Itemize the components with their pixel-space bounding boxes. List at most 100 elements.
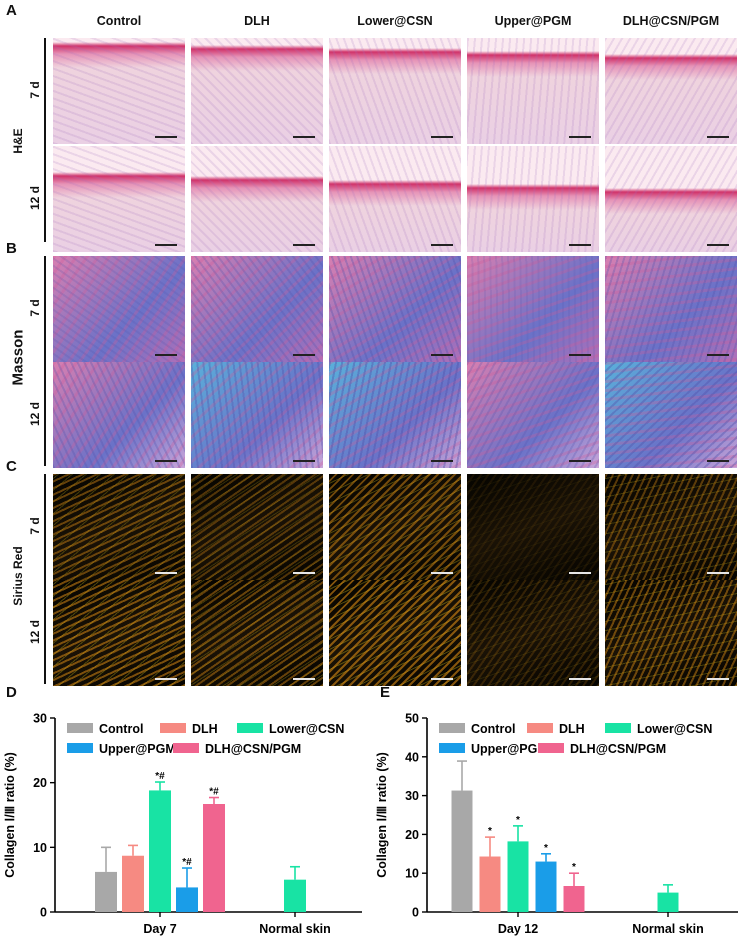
column-header-control: Control [96,14,142,28]
micrograph-sirius-12-d-dlh-csn-pgm [605,580,737,686]
legend-swatch-dlh-csn-pgm [538,743,564,753]
micrograph-sirius-12-d-upper-pgm [467,580,599,686]
significance-mark-dlh-csn-pgm: * [572,862,576,873]
micrograph-masson-7-d-dlh-csn-pgm [605,256,737,362]
micrograph-sirius-12-d-control [53,580,185,686]
scale-bar [431,678,453,680]
scale-bar [569,678,591,680]
scale-bar [155,678,177,680]
scale-bar [431,354,453,356]
legend-label-control: Control [471,722,515,736]
significance-mark-upper-pgm: *# [182,857,192,868]
stain-label-sirius-red: Sirius Red [11,546,25,606]
row-label-masson-7-d: 7 d [28,299,42,317]
row-label-masson-12-d: 12 d [28,402,42,427]
micrograph-sirius-7-d-lower-csn [329,474,461,580]
significance-mark-dlh-csn-pgm: *# [209,787,219,798]
stain-label-masson: Masson [9,329,27,386]
micrograph-masson-7-d-control [53,256,185,362]
y-tick-label: 10 [405,867,419,881]
x-tick-label-day-12: Day 12 [498,922,538,936]
bar-normal-skin-lower-csn [284,879,306,912]
row-label-sirius-12-d: 12 d [28,620,42,645]
scale-bar [569,460,591,462]
scale-bar [707,678,729,680]
legend-swatch-dlh [160,723,186,733]
legend-label-dlh: DLH [192,722,218,736]
micrograph-masson-12-d-dlh [191,362,323,468]
bar-day-7-dlh [122,855,144,912]
y-axis-label: Collagen Ⅰ/Ⅲ ratio (%) [375,752,389,878]
micrograph-sirius-7-d-dlh [191,474,323,580]
panel-divider-2 [44,256,46,466]
micrograph-sirius-12-d-dlh [191,580,323,686]
x-tick-label-normal-skin: Normal skin [259,922,331,936]
scale-bar [293,678,315,680]
scale-bar [155,354,177,356]
micrograph-masson-12-d-control [53,362,185,468]
scale-bar [707,572,729,574]
micrograph-masson-12-d-lower-csn [329,362,461,468]
micrograph-he-7-d-dlh-csn-pgm [605,38,737,144]
panel-letter-c: C [6,458,17,475]
legend-label-upper-pgm: Upper@PGM [99,742,176,756]
significance-mark-lower-csn: * [516,815,520,826]
panel-divider-3 [44,474,46,684]
row-label-sirius-7-d: 7 d [28,517,42,535]
legend-label-dlh: DLH [559,722,585,736]
scale-bar [293,354,315,356]
legend-label-dlh-csn-pgm: DLH@CSN/PGM [570,742,666,756]
legend-swatch-lower-csn [237,723,263,733]
scale-bar [431,572,453,574]
bar-day-7-control [95,871,117,912]
bar-day-12-dlh-csn-pgm [563,886,585,912]
scale-bar [569,244,591,246]
bar-day-7-upper-pgm [176,887,198,912]
micrograph-sirius-7-d-control [53,474,185,580]
scale-bar [293,244,315,246]
micrograph-sirius-12-d-lower-csn [329,580,461,686]
bar-day-12-upper-pgm [535,861,557,912]
stain-label-h-e: H&E [11,128,25,154]
column-header-dlh: DLH [244,14,270,28]
legend-label-control: Control [99,722,143,736]
bar-day-12-lower-csn [507,841,529,912]
micrograph-he-7-d-dlh [191,38,323,144]
scale-bar [431,460,453,462]
row-label-he-7-d: 7 d [28,81,42,99]
bar-day-12-dlh [479,856,501,912]
scale-bar [569,136,591,138]
legend-swatch-dlh [527,723,553,733]
micrograph-masson-12-d-dlh-csn-pgm [605,362,737,468]
column-header-upper-pgm: Upper@PGM [494,14,572,28]
legend-swatch-control [439,723,465,733]
micrograph-sirius-7-d-dlh-csn-pgm [605,474,737,580]
bar-normal-skin-lower-csn [657,892,679,912]
legend-swatch-upper-pgm [439,743,465,753]
scale-bar [431,136,453,138]
scale-bar [293,136,315,138]
scale-bar [431,244,453,246]
x-tick-label-normal-skin: Normal skin [632,922,704,936]
y-axis-label: Collagen Ⅰ/Ⅲ ratio (%) [3,752,17,878]
micrograph-he-12-d-control [53,146,185,252]
scale-bar [707,136,729,138]
panel-letter-a: A [6,2,17,19]
legend-swatch-dlh-csn-pgm [173,743,199,753]
significance-mark-dlh: * [488,826,492,837]
micrograph-he-12-d-dlh [191,146,323,252]
micrograph-he-12-d-upper-pgm [467,146,599,252]
scale-bar [293,460,315,462]
bar-day-7-lower-csn [149,790,171,912]
significance-mark-upper-pgm: * [544,843,548,854]
scale-bar [569,572,591,574]
legend-label-lower-csn: Lower@CSN [637,722,712,736]
y-tick-label: 40 [405,750,419,764]
legend-label-upper-pgm: Upper@PGM [471,742,548,756]
scale-bar [707,460,729,462]
legend-swatch-control [67,723,93,733]
panel-divider-1 [44,38,46,242]
bar-day-12-control [451,790,473,912]
y-tick-label: 30 [405,789,419,803]
column-header-lower-csn: Lower@CSN [357,14,433,28]
